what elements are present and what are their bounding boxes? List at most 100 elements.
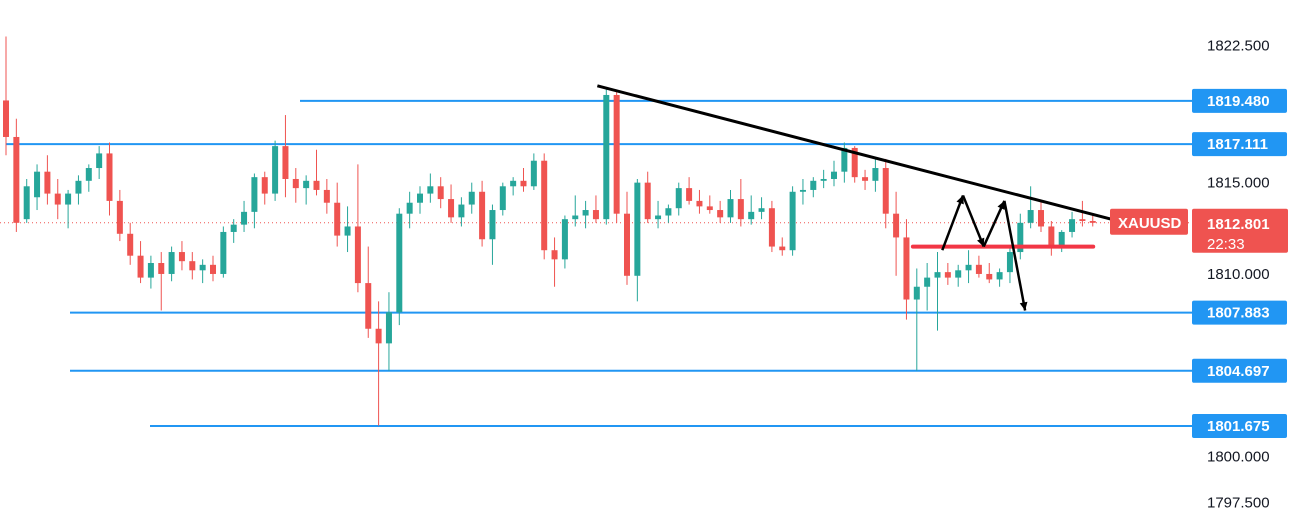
candle-body [406, 202, 413, 214]
countdown-label: 22:33 [1207, 236, 1245, 253]
candle-body [489, 210, 496, 240]
candle-body [251, 177, 258, 212]
projection-segment [941, 194, 965, 251]
trendline [596, 84, 1126, 225]
candle-body [530, 160, 537, 187]
level-price-badge [1192, 300, 1287, 325]
candle-body [23, 186, 30, 220]
candle-body [810, 180, 817, 190]
symbol-tag [1110, 208, 1188, 235]
level-price-badge [1192, 414, 1287, 439]
candle-body [1058, 231, 1065, 247]
candle-body [758, 208, 765, 212]
candle-body [44, 171, 51, 194]
candle-body [686, 188, 693, 201]
candle-body [230, 224, 237, 232]
candle-body [396, 213, 403, 313]
candle-body [303, 180, 310, 189]
candle-body [96, 153, 103, 169]
candle-body [137, 255, 144, 278]
candle-body [592, 210, 599, 220]
candle-body [178, 252, 185, 262]
candle-body [603, 94, 610, 220]
candle-body [944, 272, 951, 278]
candle-body [572, 215, 579, 220]
candle-body [1006, 252, 1013, 273]
candle-body [210, 264, 216, 274]
candle-body [1038, 210, 1044, 227]
candle-body [882, 168, 889, 214]
candle-body [3, 100, 9, 137]
price-tick-label: 1815.000 [1207, 175, 1270, 192]
candle-body [655, 215, 662, 220]
candle-body [872, 168, 879, 181]
candle-body [375, 328, 382, 344]
candle-body [75, 180, 82, 194]
candle-body [354, 226, 361, 284]
candle-body [241, 211, 248, 225]
candle-body [717, 210, 724, 218]
candle-body [893, 213, 900, 238]
drawings [596, 84, 1126, 311]
candle-body [427, 186, 434, 194]
candle-body [261, 177, 268, 194]
candle-body [634, 182, 641, 276]
level-price-label: 1807.883 [1207, 305, 1270, 322]
horizontal-levels [6, 99, 1192, 428]
candle-body [789, 191, 796, 251]
price-tick-label: 1800.000 [1207, 449, 1270, 466]
candle-body [344, 226, 351, 236]
candle-body [127, 233, 134, 256]
projection-arrowhead [977, 237, 985, 247]
level-price-label: 1817.111 [1207, 136, 1268, 153]
price-axis: 1822.500 1815.000 1810.000 1800.000 1797.500… [1110, 0, 1302, 526]
candle-body [551, 250, 558, 260]
candle-body [1017, 222, 1024, 253]
projection-segment [982, 200, 1006, 248]
candle-body [965, 264, 972, 271]
candle-body [282, 146, 289, 179]
candle-body [727, 199, 734, 218]
candle-body [706, 206, 713, 211]
candle-body [417, 193, 423, 203]
candle-body [448, 199, 455, 218]
candle-body [437, 186, 444, 200]
level-price-label: 1801.675 [1207, 418, 1270, 435]
candle-body [737, 199, 744, 220]
candle-body [458, 204, 465, 218]
projection-arrowhead [1019, 301, 1028, 311]
candle-body [1069, 219, 1076, 232]
candlesticks [3, 36, 1096, 426]
price-tick-label: 1822.500 [1207, 38, 1270, 55]
candle-body [934, 272, 941, 278]
symbol-label: XAUUSD [1118, 215, 1182, 232]
candle-body [768, 208, 775, 247]
level-price-label: 1804.697 [1207, 363, 1270, 380]
candle-body [624, 213, 630, 276]
candle-body [334, 202, 341, 236]
candle-body [13, 136, 20, 223]
level-price-badge [1192, 358, 1287, 383]
candle-body [820, 178, 827, 181]
candle-body [365, 283, 372, 329]
candle-body [106, 153, 113, 201]
candle-body [996, 272, 1003, 280]
level-price-label: 1819.480 [1207, 93, 1270, 110]
candle-body [147, 263, 154, 278]
candle-body [292, 178, 299, 189]
candle-body [986, 273, 993, 280]
candle-body [1079, 219, 1086, 221]
candle-body [510, 180, 517, 187]
candle-body [499, 186, 506, 211]
price-tick-label: 1810.000 [1207, 266, 1270, 283]
projection-arrowhead [997, 200, 1005, 210]
candle-body [665, 208, 672, 216]
price-tick-label: 1797.500 [1207, 494, 1270, 511]
candle-body [903, 237, 910, 300]
candle-body [1027, 210, 1034, 223]
candle-body [779, 246, 786, 251]
candle-body [831, 171, 837, 179]
candle-body [468, 191, 475, 205]
candle-body [385, 312, 392, 344]
